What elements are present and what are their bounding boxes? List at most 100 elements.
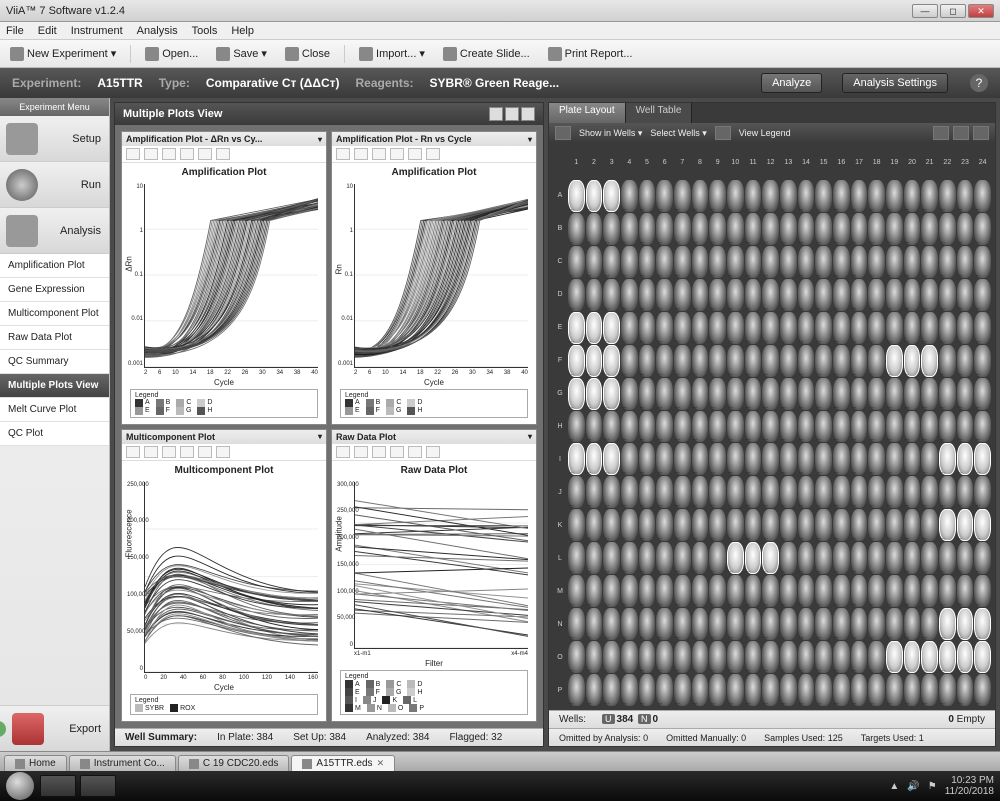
well[interactable]: … xyxy=(921,213,938,245)
well[interactable]: … xyxy=(780,279,797,311)
plate-col-header[interactable]: 21 xyxy=(921,147,938,179)
well[interactable]: … xyxy=(621,345,638,377)
well[interactable]: … xyxy=(921,312,938,344)
well[interactable]: … xyxy=(921,509,938,541)
plate-col-header[interactable]: 9 xyxy=(709,147,726,179)
well[interactable]: … xyxy=(621,542,638,574)
well[interactable]: … xyxy=(727,213,744,245)
well[interactable]: … xyxy=(939,312,956,344)
well[interactable]: … xyxy=(674,443,691,475)
well[interactable]: … xyxy=(692,312,709,344)
plate-row-header[interactable]: B xyxy=(553,213,567,245)
well[interactable]: … xyxy=(709,246,726,278)
well[interactable]: … xyxy=(798,476,815,508)
well[interactable]: … xyxy=(762,378,779,410)
document-tab[interactable]: A15TTR.eds✕ xyxy=(291,755,395,771)
plot-tool-icon[interactable] xyxy=(162,446,176,458)
well[interactable]: … xyxy=(886,509,903,541)
new-experiment-button[interactable]: New Experiment ▾ xyxy=(6,45,120,63)
well[interactable]: … xyxy=(656,575,673,607)
well[interactable]: … xyxy=(692,674,709,706)
chart-area[interactable]: 250,000200,000150,000100,00050,0000 Fluo… xyxy=(144,482,318,674)
plot-tool-icon[interactable] xyxy=(372,446,386,458)
well[interactable]: … xyxy=(621,213,638,245)
well[interactable]: … xyxy=(745,279,762,311)
well[interactable]: … xyxy=(815,509,832,541)
well[interactable]: … xyxy=(939,213,956,245)
well[interactable]: … xyxy=(815,608,832,640)
well[interactable]: … xyxy=(904,608,921,640)
plate-col-header[interactable]: 2 xyxy=(586,147,603,179)
well[interactable]: … xyxy=(921,674,938,706)
well[interactable]: … xyxy=(745,542,762,574)
well[interactable]: … xyxy=(656,378,673,410)
well[interactable]: … xyxy=(586,345,603,377)
well[interactable]: … xyxy=(868,378,885,410)
well[interactable]: … xyxy=(815,476,832,508)
well[interactable]: … xyxy=(603,608,620,640)
well[interactable]: … xyxy=(692,509,709,541)
view-legend[interactable]: View Legend xyxy=(739,128,791,138)
well[interactable]: … xyxy=(780,509,797,541)
well[interactable]: … xyxy=(762,443,779,475)
menu-help[interactable]: Help xyxy=(231,25,254,37)
document-tab[interactable]: Instrument Co... xyxy=(69,755,176,771)
well[interactable]: … xyxy=(745,608,762,640)
well[interactable]: … xyxy=(886,312,903,344)
well[interactable]: … xyxy=(674,213,691,245)
well[interactable]: … xyxy=(603,575,620,607)
well[interactable]: … xyxy=(621,476,638,508)
well[interactable]: … xyxy=(957,575,974,607)
tab-close-icon[interactable]: ✕ xyxy=(377,758,385,769)
well[interactable]: … xyxy=(656,542,673,574)
well[interactable]: … xyxy=(621,312,638,344)
tray-up-icon[interactable]: ▲ xyxy=(889,781,899,792)
plate-col-header[interactable]: 23 xyxy=(957,147,974,179)
well[interactable]: … xyxy=(886,608,903,640)
well[interactable]: … xyxy=(833,213,850,245)
well[interactable]: … xyxy=(939,542,956,574)
tab-plate-layout[interactable]: Plate Layout xyxy=(549,103,626,123)
well[interactable]: … xyxy=(815,641,832,673)
well[interactable]: … xyxy=(709,575,726,607)
well[interactable]: … xyxy=(957,180,974,212)
well[interactable]: … xyxy=(939,641,956,673)
well[interactable]: … xyxy=(904,378,921,410)
plot-tool-icon[interactable] xyxy=(216,148,230,160)
plate-tool-1-icon[interactable] xyxy=(933,126,949,140)
plot-tool-icon[interactable] xyxy=(126,148,140,160)
well[interactable]: … xyxy=(603,674,620,706)
well[interactable]: … xyxy=(868,509,885,541)
well[interactable]: … xyxy=(674,674,691,706)
well[interactable]: … xyxy=(904,674,921,706)
plate-row-header[interactable]: F xyxy=(553,345,567,377)
plot-header[interactable]: Amplification Plot - Rn vs Cycle▾ xyxy=(332,132,536,146)
well[interactable]: … xyxy=(815,542,832,574)
plate-col-header[interactable]: 1 xyxy=(568,147,585,179)
well[interactable]: … xyxy=(815,378,832,410)
well[interactable]: … xyxy=(656,443,673,475)
well[interactable]: … xyxy=(674,608,691,640)
well[interactable]: … xyxy=(886,542,903,574)
well[interactable]: … xyxy=(886,575,903,607)
plate-row-header[interactable]: D xyxy=(553,279,567,311)
well[interactable]: … xyxy=(957,213,974,245)
menu-file[interactable]: File xyxy=(6,25,24,37)
well[interactable]: … xyxy=(621,575,638,607)
well[interactable]: … xyxy=(974,509,991,541)
well[interactable]: … xyxy=(674,542,691,574)
well[interactable]: … xyxy=(656,608,673,640)
well[interactable]: … xyxy=(745,509,762,541)
well[interactable]: … xyxy=(762,509,779,541)
plate-col-header[interactable]: 3 xyxy=(603,147,620,179)
plate-row-header[interactable]: C xyxy=(553,246,567,278)
well[interactable]: … xyxy=(762,180,779,212)
help-icon[interactable]: ? xyxy=(970,74,988,92)
well[interactable]: … xyxy=(568,542,585,574)
plot-tool-icon[interactable] xyxy=(144,148,158,160)
well[interactable]: … xyxy=(709,180,726,212)
well[interactable]: … xyxy=(868,246,885,278)
well[interactable]: … xyxy=(674,575,691,607)
import-button[interactable]: Import... ▾ xyxy=(355,45,429,63)
well[interactable]: … xyxy=(727,476,744,508)
